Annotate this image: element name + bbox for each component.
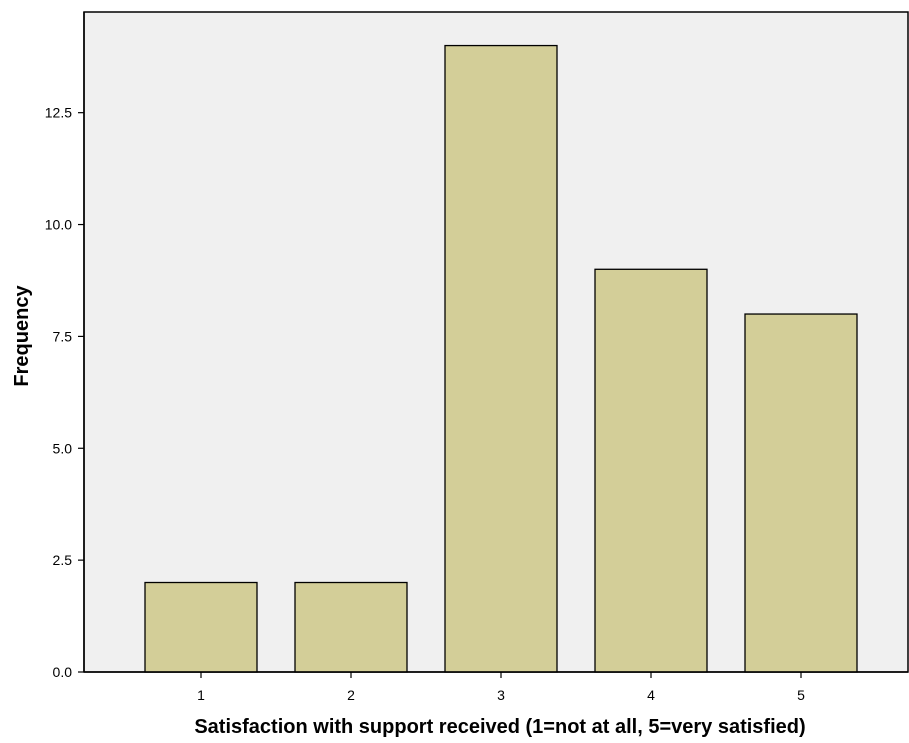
y-axis-ticks: 0.0 2.5 5.0 7.5 10.0 12.5 xyxy=(45,105,84,680)
x-tick-label: 2 xyxy=(347,687,355,703)
x-tick-label: 3 xyxy=(497,687,505,703)
bars-group xyxy=(144,44,858,673)
x-tick-label: 5 xyxy=(797,687,805,703)
y-tick-label: 2.5 xyxy=(53,552,73,568)
bar-5 xyxy=(744,313,858,673)
y-axis-title: Frequency xyxy=(11,285,33,387)
y-tick-label: 10.0 xyxy=(45,217,72,233)
y-tick-label: 0.0 xyxy=(53,664,73,680)
x-tick-label: 1 xyxy=(197,687,205,703)
bar-2 xyxy=(294,581,408,673)
x-axis-ticks: 1 2 3 4 5 xyxy=(197,672,805,703)
bar-1 xyxy=(144,581,258,673)
y-tick-label: 7.5 xyxy=(53,328,73,344)
y-tick-label: 12.5 xyxy=(45,105,72,121)
x-axis-title: Satisfaction with support received (1=no… xyxy=(194,716,805,738)
bar-4 xyxy=(594,268,708,673)
y-tick-label: 5.0 xyxy=(53,440,73,456)
bar-3 xyxy=(444,44,558,673)
x-tick-label: 4 xyxy=(647,687,655,703)
